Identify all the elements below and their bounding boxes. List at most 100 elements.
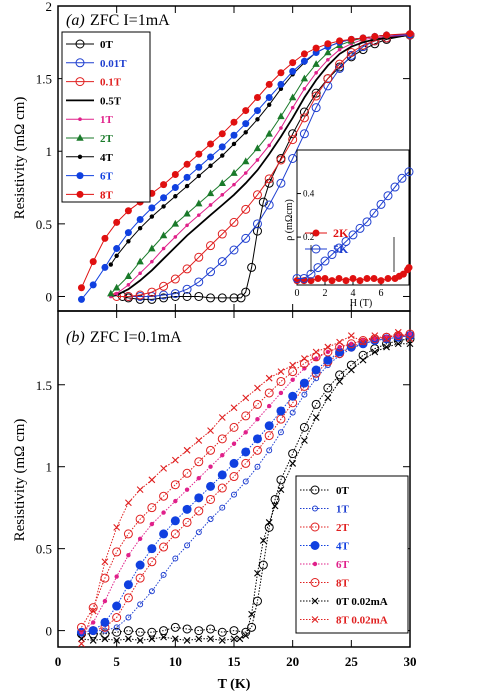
b-series-2-point-6 [159,542,169,552]
b-series-7-point-2 [101,558,109,566]
inset-ytick-label-2: 0.4 [303,189,315,199]
a-series-4-point-3 [138,271,142,276]
b-series-7-point-28 [406,335,414,343]
legend-a-entry-0: 0T [66,39,114,51]
a-ytick-label-1: 0.5 [36,217,52,232]
a-series-8-point-3 [113,218,121,226]
b-series-7-point-6 [148,476,156,484]
b-series-1-point-6 [160,571,167,578]
legend-a: 0T 0.01T 0.1T 0.5T 1T 2T 4T 6T 8T [61,31,151,203]
inset-xtick-label-3: 6 [379,288,384,299]
b-series-0-point-9 [182,624,192,634]
inset-series-1-point-7 [341,236,351,246]
b-series-3-point-8 [170,516,180,526]
b-series-5-point-23 [346,339,356,349]
b-series-5-point-0 [76,622,86,632]
legend-b-entry-7-marker [311,616,319,623]
inset-series-0-point-5 [328,277,336,285]
a-series-7-point-8 [171,184,179,192]
a-series-8-point-14 [242,107,250,115]
b-ytick-label-3: 1.5 [36,378,52,393]
b-series-3-point-5 [135,560,145,570]
a-series-4-point-14 [267,143,272,148]
a-series-1-point-13 [276,178,286,188]
legend-b-entry-2-marker [310,522,320,532]
b-series-1-point-12 [231,491,237,498]
a-series-8-point-19 [300,50,308,58]
b-series-4-point-10 [196,475,201,481]
b-series-0-point-4 [123,626,133,636]
legend-a-entry-5-marker [76,134,84,141]
b-series-3-point-9 [182,504,192,514]
a-series-6-point-8 [196,173,201,179]
a-series-2-point-20 [346,47,356,57]
b-series-3-point-15 [252,434,262,444]
b-series-4-point-28 [407,331,413,337]
b-series-6-point-31 [394,340,402,348]
a-series-0-point-20 [311,88,321,98]
b-series-3-point-11 [206,481,216,491]
a-series-6-point-5 [161,204,166,209]
legend-a-entry-3: 0.5T [66,95,122,107]
b-series-6-point-3 [113,637,121,644]
a-series-2-point-12 [252,190,262,200]
b-series-7-point-17 [277,368,285,376]
legend-a-entry-6-label: 4T [100,152,114,164]
a-series-0-point-15 [258,197,268,207]
a-series-2-point-8 [206,241,216,251]
a-series-6-point-12 [243,130,248,135]
legend-a-entry-8-label: 8T [100,189,114,201]
inset-series-1-point-8 [348,230,358,240]
b-series-7-point-10 [195,437,203,444]
b-series-4-point-12 [220,453,225,458]
inset-series-1-point-4 [320,256,330,266]
b-series-4-point-6 [149,521,155,527]
b-series-7-point-16 [265,374,273,382]
b-series-5-point-22 [335,342,345,352]
b-series-7-point-14 [242,394,250,402]
b-series-3-point-16 [264,421,274,431]
b-series-6-point-6 [148,635,156,643]
a-series-4-point-7 [185,223,189,228]
inset-series-1-point-13 [383,191,393,201]
inset-series-1-point-12 [376,199,386,209]
a-series-7-point-18 [289,67,297,75]
b-series-5-point-14 [241,411,251,421]
inset-legend-entry-0-label: 2K [333,226,349,240]
inset-series-0-point-13 [384,274,392,282]
b-series-3-point-21 [323,355,333,365]
b-xtick-label-5: 25 [345,654,359,669]
a-series-8-point-11 [207,140,215,148]
a-series-8-point-13 [230,118,238,126]
legend-a-entry-3-label: 0.5T [100,95,122,107]
b-series-5-point-5 [135,514,145,524]
b-series-4-point-20 [313,356,319,361]
b-series-3-point-22 [335,347,345,357]
b-series-7-point-23 [347,332,355,339]
a-series-8-point-4 [124,207,132,215]
a-series-3 [110,34,411,298]
a-series-8-point-7 [160,181,168,189]
b-series-6-point-7 [160,633,167,641]
a-series-4-point-1 [114,291,119,296]
a-series-6-point-9 [208,163,213,168]
a-series-2-point-4 [159,281,169,291]
a-series-8-point-10 [195,150,203,158]
b-series-7-point-9 [183,446,191,454]
legend-b: 0T 1T 2T 4T 6T 8T 0T 0.02mA 8T 0.02mA [295,475,409,634]
a-series-1-line [128,34,411,297]
inset-series-0-point-3 [314,274,322,282]
b-series-3-point-10 [194,493,204,503]
inset-legend-entry-1: 5K [305,242,349,256]
legend-b-entry-6-marker [311,597,319,605]
b-series-5-point-4 [123,529,133,539]
legend-b-entry-2-label: 2T [336,522,350,534]
a-series-4-point-17 [302,86,307,91]
inset-frame [296,149,410,286]
b-series-2-point-10 [206,494,216,504]
b-series-5-point-20 [311,352,321,362]
b-series-3-point-17 [276,406,286,416]
a-series-4-point-18 [314,71,318,75]
legend-b-entry-5: 8T [300,578,350,590]
b-series-1-point-5 [148,588,155,595]
